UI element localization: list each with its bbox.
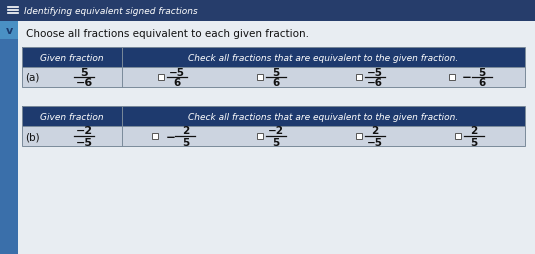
- Text: 5: 5: [182, 137, 189, 147]
- Bar: [0, 0, 535, 22]
- Bar: [257, 75, 263, 81]
- Bar: [0, 22, 18, 40]
- Bar: [449, 75, 455, 81]
- Bar: [22, 68, 525, 88]
- Text: −2: −2: [268, 126, 284, 136]
- Text: 5: 5: [272, 137, 280, 147]
- Text: −2: −2: [75, 126, 93, 136]
- Bar: [152, 133, 158, 139]
- Text: 2: 2: [470, 126, 477, 136]
- Text: −6: −6: [75, 78, 93, 88]
- Text: −6: −6: [367, 78, 383, 88]
- Text: 6: 6: [174, 78, 181, 88]
- Text: Check all fractions that are equivalent to the given fraction.: Check all fractions that are equivalent …: [188, 112, 458, 121]
- Text: −5: −5: [170, 67, 185, 77]
- Text: v: v: [5, 26, 13, 36]
- Text: Identifying equivalent signed fractions: Identifying equivalent signed fractions: [24, 6, 198, 15]
- Text: Given fraction: Given fraction: [40, 112, 104, 121]
- Text: 2: 2: [182, 126, 189, 136]
- Text: −5: −5: [75, 137, 93, 147]
- Bar: [22, 48, 525, 68]
- Text: −: −: [165, 130, 175, 143]
- Bar: [455, 133, 461, 139]
- Text: (a): (a): [25, 73, 39, 83]
- Text: −5: −5: [367, 137, 383, 147]
- Text: 5: 5: [80, 67, 88, 77]
- Text: 5: 5: [478, 67, 485, 77]
- Bar: [22, 107, 525, 126]
- Bar: [356, 75, 362, 81]
- Bar: [22, 126, 525, 146]
- Text: −5: −5: [367, 67, 383, 77]
- Text: −: −: [462, 71, 471, 84]
- Text: 5: 5: [272, 67, 280, 77]
- Bar: [356, 133, 362, 139]
- Text: 5: 5: [470, 137, 477, 147]
- Text: 6: 6: [272, 78, 280, 88]
- Text: Check all fractions that are equivalent to the given fraction.: Check all fractions that are equivalent …: [188, 53, 458, 62]
- Bar: [22, 107, 525, 146]
- Text: Given fraction: Given fraction: [40, 53, 104, 62]
- Text: Choose all fractions equivalent to each given fraction.: Choose all fractions equivalent to each …: [26, 29, 309, 39]
- Text: (b): (b): [25, 132, 39, 141]
- Bar: [158, 75, 164, 81]
- Text: 6: 6: [478, 78, 485, 88]
- Bar: [22, 48, 525, 88]
- Bar: [0, 22, 18, 254]
- Bar: [257, 133, 263, 139]
- Text: 2: 2: [371, 126, 378, 136]
